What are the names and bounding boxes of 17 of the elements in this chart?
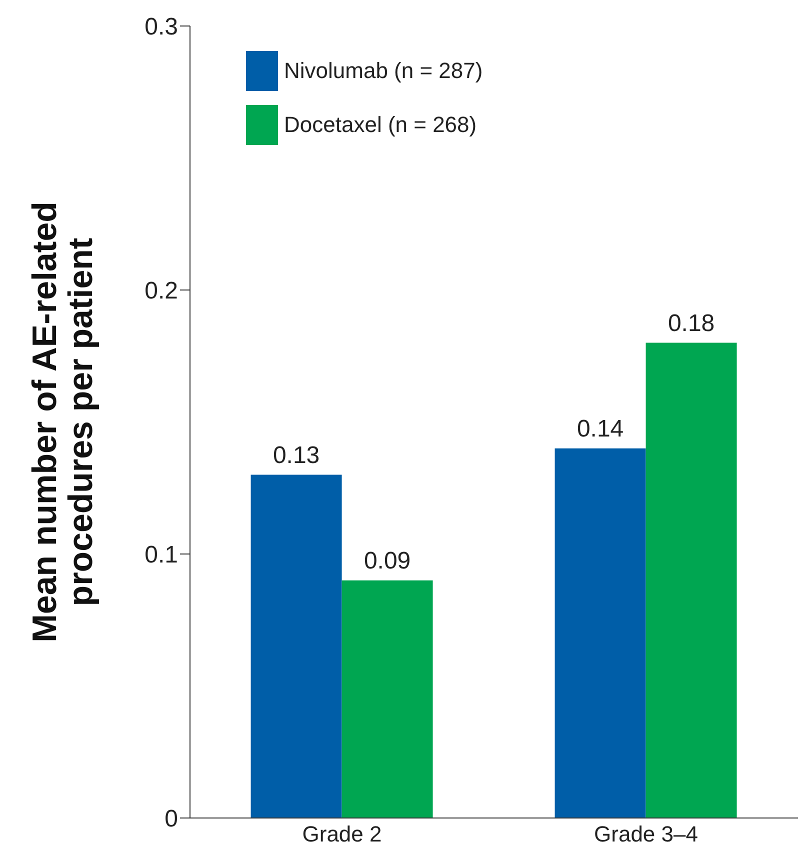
legend-label: Nivolumab (n = 287) [284,58,483,84]
x-tick-label: Grade 3–4 [594,822,698,847]
y-tick-label: 0 [164,806,178,833]
y-tick-label: 0.2 [144,278,178,305]
bar [250,474,342,818]
data-label: 0.18 [668,310,715,337]
data-label: 0.09 [364,547,411,574]
bar [646,342,737,818]
data-label: 0.13 [272,442,320,469]
y-tick-label: 0.3 [144,14,178,41]
data-label: 0.14 [576,415,624,442]
legend-label: Docetaxel (n = 268) [284,112,477,138]
bar [554,448,646,818]
y-tick-label: 0.1 [144,542,178,569]
y-axis-title: Mean number of AE-related procedures per patient [26,202,100,642]
x-tick-label: Grade 2 [302,822,382,847]
bar [342,580,433,818]
